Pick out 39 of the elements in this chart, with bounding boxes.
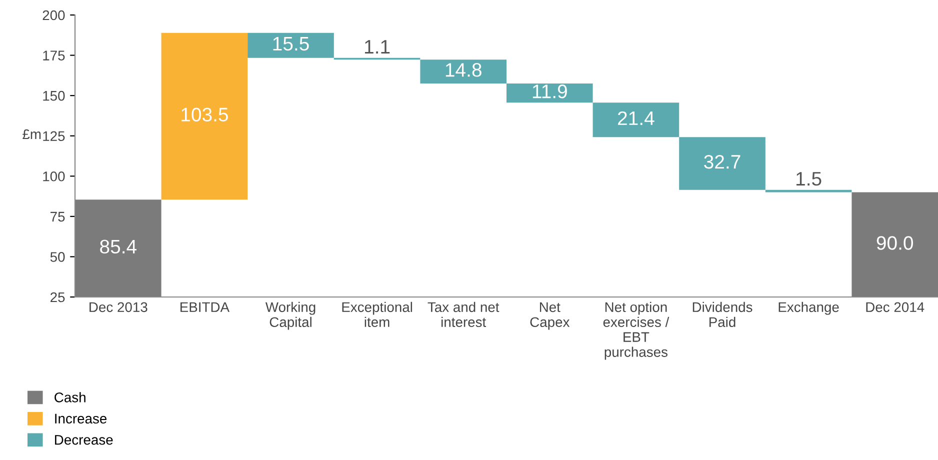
y-tick-label: 175 — [43, 50, 65, 60]
y-tick-label: 200 — [42, 10, 65, 20]
data-label: 11.9 — [532, 84, 567, 98]
legend-label: Decrease — [55, 435, 113, 445]
legend-label: Increase — [55, 414, 107, 424]
legend-label: Cash — [54, 392, 86, 402]
y-tick-label: 150 — [43, 90, 65, 101]
data-label: 90.0 — [876, 236, 914, 250]
data-label: 85.4 — [100, 240, 137, 254]
y-tick-label: 25 — [50, 292, 65, 302]
y-tick-label: 125 — [43, 131, 65, 142]
x-tick-label: Dec 2013 — [90, 302, 148, 312]
x-tick-label: Dividends Paid — [692, 302, 752, 328]
y-tick-label: 100 — [43, 171, 65, 182]
bar — [592, 102, 680, 138]
y-tick-label: 50 — [50, 252, 65, 262]
x-tick-label: Tax and net interest — [428, 302, 500, 328]
x-tick-label: Net option exercises / EBT purchases — [603, 302, 670, 360]
y-axis-title: £m — [22, 129, 41, 140]
data-label: 21.4 — [618, 111, 654, 125]
x-tick-label: Working Capital — [265, 302, 316, 330]
x-tick-label: EBITDA — [180, 302, 230, 312]
x-tick-label: Dec 2014 — [866, 302, 924, 312]
x-tick-label: Exchange — [778, 302, 839, 315]
y-tick-label: 75 — [50, 212, 65, 222]
data-label: 15.5 — [273, 37, 309, 51]
data-label: 1.5 — [796, 172, 822, 186]
bar — [248, 32, 334, 58]
x-tick-label: Net Capex — [530, 302, 570, 330]
data-label: 1.1 — [365, 40, 390, 54]
x-tick-label: Exceptional item — [342, 302, 412, 328]
bar — [161, 32, 248, 200]
bar — [420, 60, 506, 84]
bar — [679, 137, 766, 190]
data-label: 14.8 — [446, 63, 482, 77]
bar — [506, 83, 593, 103]
data-label: 103.5 — [182, 108, 228, 122]
data-label: 32.7 — [704, 154, 740, 169]
bar — [765, 190, 852, 192]
